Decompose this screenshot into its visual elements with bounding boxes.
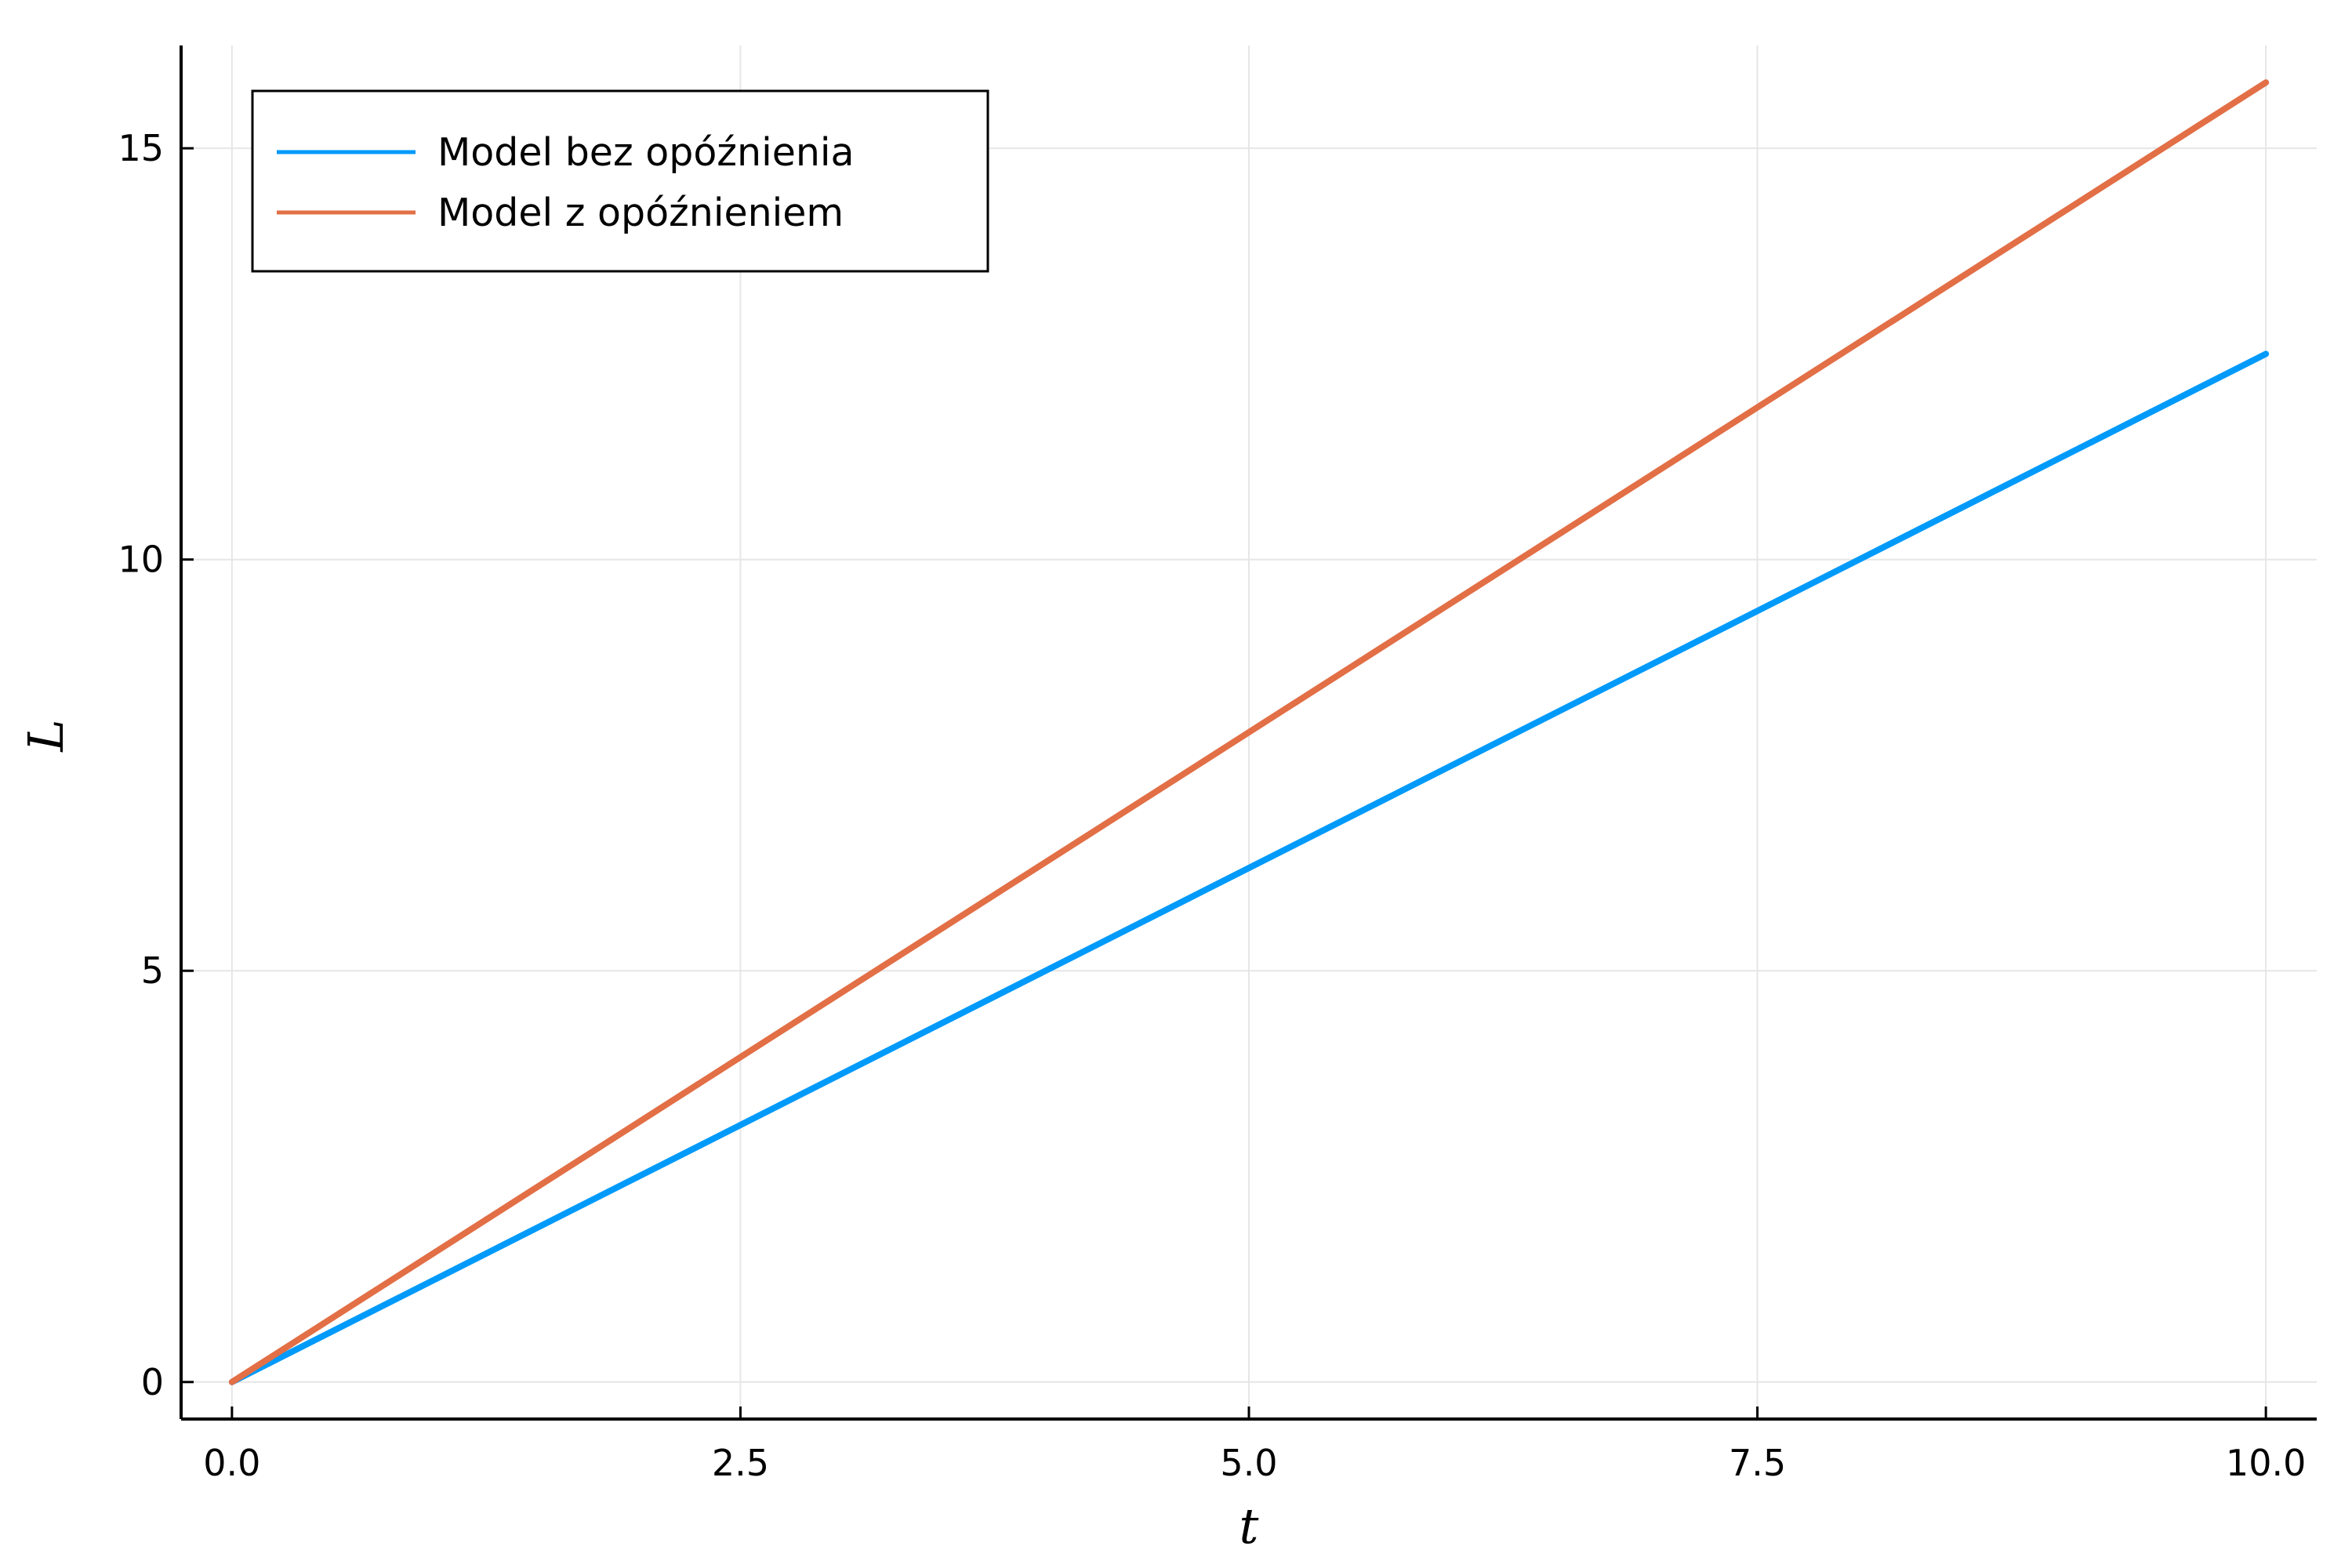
x-tick-label: 7.5 [1729,1442,1786,1484]
x-axis-label: t [1240,1497,1259,1555]
x-tick-label: 5.0 [1220,1442,1277,1484]
y-ticks: 0 5 10 15 [118,127,194,1403]
y-axis-label: L [17,719,74,752]
y-tick-label: 10 [118,539,164,581]
legend-label-1: Model bez opóźnienia [437,130,855,175]
x-tick-label: 10.0 [2226,1442,2306,1484]
y-tick-label: 15 [118,127,164,169]
y-tick-label: 5 [141,949,164,992]
series-lines [228,79,2270,1385]
x-tick-label: 0.0 [203,1442,260,1484]
legend-label-2: Model z opóźnieniem [437,191,844,235]
legend-box [251,89,989,273]
legend: Model bez opóźnienia Model z opóźnieniem [251,89,989,273]
series-line-2 [228,79,2270,1385]
x-ticks: 0.0 2.5 5.0 7.5 10.0 [203,1406,2306,1484]
x-tick-label: 2.5 [712,1442,769,1484]
y-tick-label: 0 [141,1361,164,1403]
series-line-1 [228,350,2270,1385]
